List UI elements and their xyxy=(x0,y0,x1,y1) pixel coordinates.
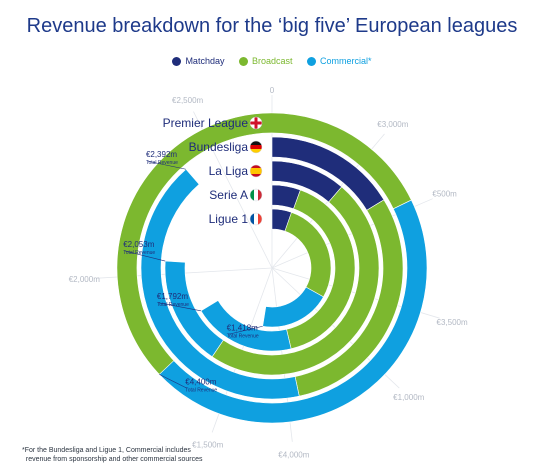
total-sublabel-premier-league: Total Revenue xyxy=(185,387,217,393)
tick-label: €1,000m xyxy=(393,393,424,402)
flag-italy-icon xyxy=(249,188,263,202)
tick-label: €3,500m xyxy=(437,318,468,327)
arc-ligue-1-commercial xyxy=(262,286,324,328)
flag-england-icon xyxy=(249,116,263,130)
legend-label-broadcast: Broadcast xyxy=(251,56,293,66)
legend-label-commercial: Commercial* xyxy=(320,56,372,66)
tick-label: 0 xyxy=(270,86,275,95)
legend-swatch-broadcast xyxy=(238,56,248,66)
tick-label: €2,500m xyxy=(172,96,203,105)
arc-la-liga-commercial xyxy=(164,260,224,358)
arc-serie-a-commercial xyxy=(200,300,292,352)
legend-item-broadcast: Broadcast xyxy=(238,56,293,66)
total-sublabel-serie-a: Total Revenue xyxy=(157,302,189,308)
tick-label: €500m xyxy=(432,190,457,199)
footnote: *For the Bundesliga and Ligue 1, Commerc… xyxy=(22,446,203,464)
league-label-premier-league: Premier League xyxy=(163,116,249,130)
league-label-serie-a: Serie A xyxy=(209,188,248,202)
total-label-premier-league: €4,400m xyxy=(185,377,216,386)
legend-item-commercial: Commercial* xyxy=(307,56,372,66)
legend-swatch-matchday xyxy=(172,56,182,66)
legend-label-matchday: Matchday xyxy=(185,56,225,66)
league-label-ligue-1: Ligue 1 xyxy=(209,212,249,226)
callout-line-la-liga xyxy=(125,250,166,262)
tick-label: €4,000m xyxy=(278,451,309,460)
chart-title: Revenue breakdown for the ‘big five’ Eur… xyxy=(26,15,518,37)
arc-la-liga-broadcast xyxy=(211,186,380,376)
total-sublabel-la-liga: Total Revenue xyxy=(123,250,155,256)
tick-label: €1,500m xyxy=(192,441,223,450)
total-label-serie-a: €1,792m xyxy=(157,292,188,301)
flag-germany-icon xyxy=(249,140,263,154)
total-label-la-liga: €2,053m xyxy=(123,240,154,249)
footnote-line-2: revenue from sponsorship and other comme… xyxy=(22,456,203,463)
tick-label: €3,000m xyxy=(377,120,408,129)
legend-item-matchday: Matchday xyxy=(172,56,224,66)
league-label-bundesliga: Bundesliga xyxy=(189,140,249,154)
total-label-ligue-1: €1,418m xyxy=(227,323,258,332)
league-label-la-liga: La Liga xyxy=(209,164,249,178)
footnote-line-1: *For the Bundesliga and Ligue 1, Commerc… xyxy=(22,447,191,454)
callout-line-ligue-1 xyxy=(228,325,263,335)
total-sublabel-bundesliga: Total Revenue xyxy=(146,160,178,166)
legend: Matchday Broadcast Commercial* xyxy=(0,56,544,68)
callout-line-serie-a xyxy=(158,302,201,312)
flag-france-icon xyxy=(249,212,263,226)
total-label-bundesliga: €2,392m xyxy=(146,150,177,159)
callout-line-bundesliga xyxy=(147,160,187,170)
total-sublabel-ligue-1: Total Revenue xyxy=(227,333,259,339)
tick-label: €2,000m xyxy=(69,275,100,284)
callout-line-premier-league xyxy=(159,374,188,389)
legend-swatch-commercial xyxy=(307,56,317,66)
flag-spain-icon xyxy=(249,164,263,178)
